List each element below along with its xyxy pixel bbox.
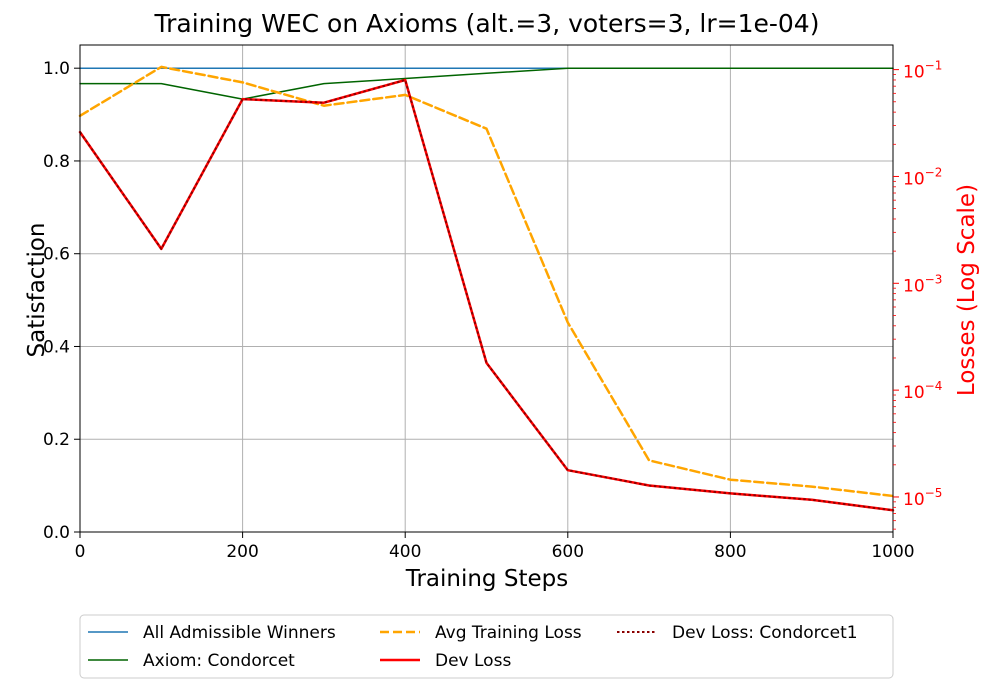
y-tick-label-right: 10−1 (903, 59, 942, 83)
grid-lines (79, 45, 894, 533)
series-line-3 (78, 78, 895, 512)
x-tick-label: 1000 (871, 542, 914, 562)
legend-label-2: Avg Training Loss (435, 623, 582, 643)
series-lines (78, 65, 895, 512)
y-tick-label-left: 0.0 (43, 523, 70, 543)
x-tick-label: 400 (389, 542, 421, 562)
series-line-4 (79, 79, 894, 512)
x-tick-label: 800 (714, 542, 746, 562)
y-axis-label-right: Losses (Log Scale) (954, 184, 980, 396)
y-tick-label-left: 1.0 (43, 59, 70, 79)
y-tick-label-right: 10−3 (903, 272, 942, 296)
y-tick-label-right: 10−4 (903, 379, 942, 403)
x-tick-label: 200 (226, 542, 258, 562)
y-tick-label-left: 0.6 (43, 245, 70, 265)
y-tick-label-right: 10−5 (903, 486, 942, 510)
legend-label-1: Axiom: Condorcet (143, 651, 295, 671)
plot-frame (79, 44, 894, 533)
y-axis-label-left: Satisfaction (24, 223, 50, 358)
legend: All Admissible Winners Axiom: Condorcet Av… (79, 614, 894, 679)
series-line-1 (79, 67, 894, 100)
legend-label-4: Dev Loss: Condorcet1 (672, 623, 858, 643)
series-line-2 (78, 65, 895, 498)
y-tick-label-left: 0.8 (43, 152, 70, 172)
axis-ticks: 0 200 400 600 800 1000 0.0 0.2 0.4 0.6 0.8 1.0 10−1 1… (43, 59, 942, 562)
x-tick-label: 600 (552, 542, 584, 562)
legend-label-0: All Admissible Winners (143, 623, 336, 643)
legend-label-3: Dev Loss (435, 651, 511, 671)
x-tick-label: 0 (75, 542, 86, 562)
chart-title: Training WEC on Axioms (alt.=3, voters=3… (154, 9, 820, 38)
x-axis-label: Training Steps (405, 566, 568, 592)
y-tick-label-left: 0.2 (43, 430, 70, 450)
y-tick-label-right: 10−2 (903, 165, 942, 189)
y-tick-label-left: 0.4 (43, 337, 70, 357)
legend-frame (79, 614, 894, 679)
